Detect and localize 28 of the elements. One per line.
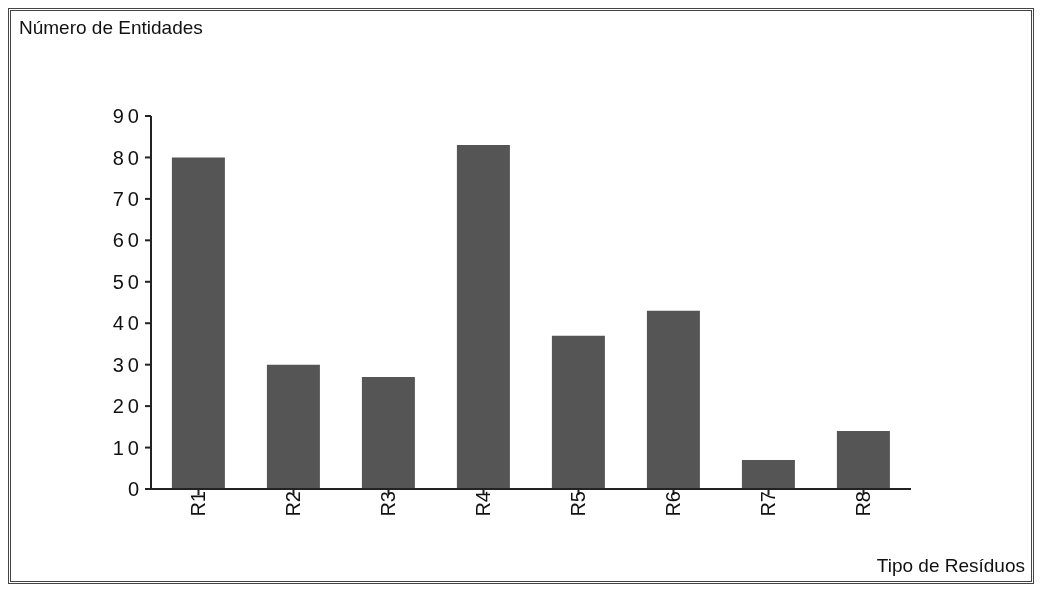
y-axis-title: Número de Entidades	[19, 17, 203, 39]
bar	[456, 145, 510, 489]
bar	[646, 310, 700, 489]
x-tick-label: R4	[471, 491, 494, 517]
x-tick-label: R7	[756, 491, 779, 517]
y-tick-label: 30	[112, 353, 143, 376]
y-tick-label: 10	[112, 436, 143, 459]
bar	[836, 430, 890, 489]
y-tick-label: 80	[112, 146, 143, 169]
x-tick-label: R6	[661, 491, 684, 517]
x-axis-title: Tipo de Resíduos	[876, 555, 1025, 577]
y-tick-label: 40	[112, 312, 143, 335]
x-tick-label: R3	[376, 491, 399, 517]
bar	[551, 335, 605, 489]
bar	[266, 364, 320, 489]
y-tick-label: 0	[127, 478, 143, 501]
x-tick-label: R1	[186, 491, 209, 517]
y-tick-label: 50	[112, 270, 143, 293]
bar	[171, 157, 225, 489]
bar	[361, 377, 415, 489]
x-tick-label: R2	[281, 491, 304, 517]
y-tick-label: 20	[112, 395, 143, 418]
y-tick-label: 70	[112, 187, 143, 210]
y-tick-label: 60	[112, 229, 143, 252]
x-tick-label: R5	[566, 491, 589, 517]
x-tick-label: R8	[851, 491, 874, 517]
bar	[741, 459, 795, 489]
y-tick-label: 90	[112, 105, 143, 128]
